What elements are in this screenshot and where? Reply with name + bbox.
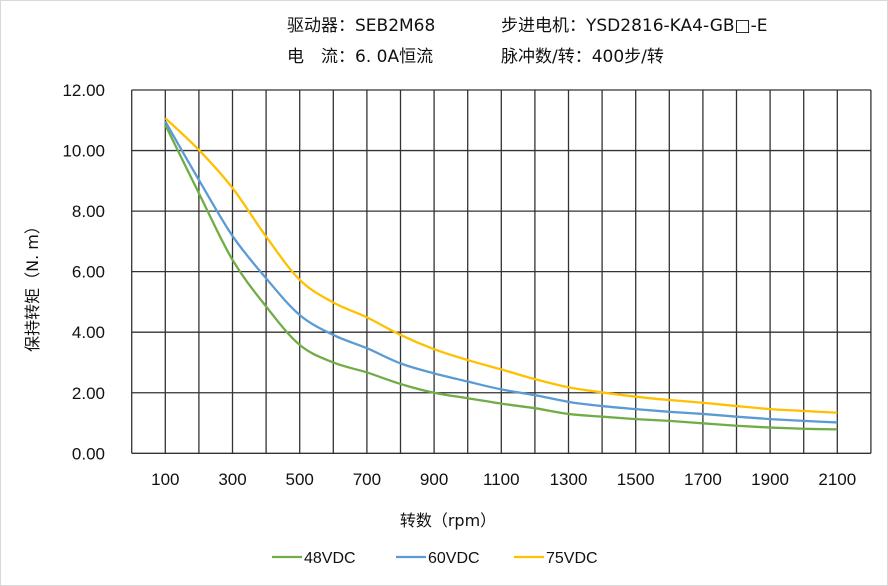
legend-label: 75VDC xyxy=(546,550,598,567)
y-tick-label: 8.00 xyxy=(72,202,105,221)
pulses-label: 脉冲数/转：400步/转 xyxy=(501,47,664,67)
x-tick-label: 500 xyxy=(286,470,314,489)
x-tick-label: 1300 xyxy=(550,470,588,489)
x-tick-label: 1500 xyxy=(617,470,655,489)
y-tick-label: 10.00 xyxy=(62,142,105,161)
x-tick-labels: 100 300 500 700 900 1100 1300 1500 1700 1900 2100 xyxy=(151,470,856,489)
grid xyxy=(131,89,872,454)
series-lines xyxy=(164,117,838,431)
x-tick-label: 300 xyxy=(218,470,246,489)
series-line-48VDC xyxy=(164,124,838,431)
y-axis-label: 保持转矩（N. m） xyxy=(23,218,42,352)
series-line-60VDC xyxy=(164,120,838,424)
y-tick-label: 4.00 xyxy=(72,323,105,342)
x-tick-label: 900 xyxy=(420,470,448,489)
y-tick-labels: 0.00 2.00 4.00 6.00 8.00 10.00 12.00 xyxy=(62,81,105,463)
current-label: 电 流：6. 0A恒流 xyxy=(287,47,433,67)
y-tick-label: 0.00 xyxy=(72,444,105,463)
legend-label: 60VDC xyxy=(428,550,480,567)
x-tick-label: 100 xyxy=(151,470,179,489)
x-tick-label: 1700 xyxy=(684,470,722,489)
motor-label: 步进电机：YSD2816-KA4-GB□-E xyxy=(501,16,768,36)
x-tick-label: 2100 xyxy=(818,470,856,489)
x-tick-label: 700 xyxy=(353,470,381,489)
legend-label: 48VDC xyxy=(304,550,356,567)
x-axis-label: 转数（rpm） xyxy=(400,511,496,530)
y-tick-label: 2.00 xyxy=(72,384,105,403)
series-line-75VDC xyxy=(164,117,838,414)
y-tick-label: 12.00 xyxy=(62,81,105,100)
legend: 48VDC 60VDC 75VDC xyxy=(272,550,598,567)
x-tick-label: 1100 xyxy=(483,470,520,489)
y-tick-label: 6.00 xyxy=(72,263,105,282)
x-tick-label: 1900 xyxy=(751,470,789,489)
driver-label: 驱动器：SEB2M68 xyxy=(287,16,435,36)
